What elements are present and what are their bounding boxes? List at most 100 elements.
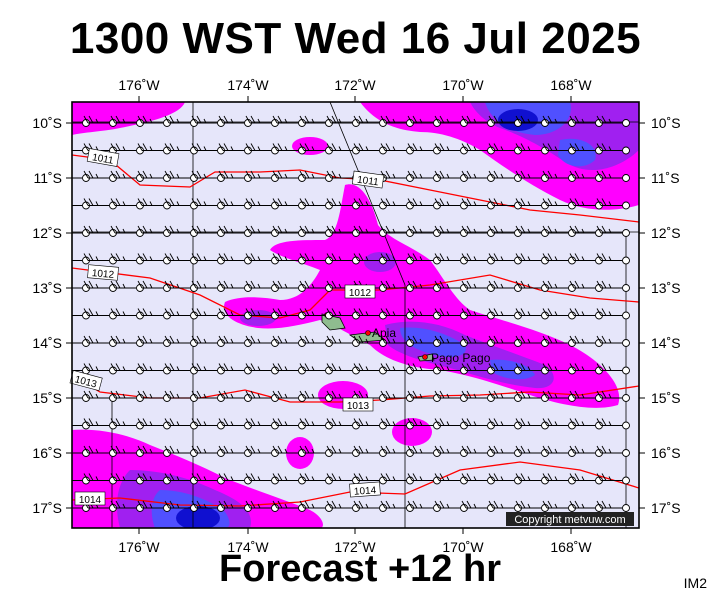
wind-barb [326, 445, 360, 457]
wind-barb [596, 418, 630, 430]
wind-barb [110, 225, 144, 237]
lon-label-bottom: 172˚W [334, 539, 376, 555]
forecast-label: Forecast +12 hr [219, 548, 501, 590]
wind-barb [596, 363, 630, 375]
lat-label-right: 14˚S [651, 335, 681, 351]
wind-barb [461, 445, 495, 457]
wind-barb [380, 143, 414, 155]
wind-barb [272, 143, 306, 155]
lat-label-left: 15˚S [32, 390, 62, 406]
wind-barb [461, 418, 495, 430]
lat-label-right: 11˚S [651, 170, 680, 186]
wind-barb [299, 225, 333, 237]
wind-barb [272, 335, 306, 347]
wind-barb [299, 445, 333, 457]
wind-barb [83, 418, 117, 430]
wind-barb [245, 143, 279, 155]
wind-barb [164, 253, 198, 265]
wind-barb [434, 280, 468, 292]
wind-barb [299, 363, 333, 375]
lat-label-left: 14˚S [32, 335, 62, 351]
wind-barb [353, 363, 387, 375]
lat-label-left: 10˚S [32, 115, 62, 131]
wind-barb [596, 253, 630, 265]
wind-barb [137, 363, 171, 375]
wind-barb [137, 115, 171, 127]
wind-barb [380, 473, 414, 485]
wind-barb [353, 445, 387, 457]
wind-barb [515, 225, 549, 237]
wind-barb [569, 363, 603, 375]
wind-barb [83, 473, 117, 485]
isobar-label-1011: 1011 [91, 152, 115, 167]
wind-barb [299, 143, 333, 155]
wind-barb [515, 170, 549, 182]
wind-barb [488, 170, 522, 182]
wind-barb [353, 335, 387, 347]
wind-barb [83, 198, 117, 210]
wind-barb [137, 253, 171, 265]
lat-label-right: 17˚S [651, 500, 681, 516]
wind-barb [407, 280, 441, 292]
wind-barb [407, 143, 441, 155]
isobar-label-1014: 1014 [354, 485, 377, 498]
date-line [329, 102, 406, 528]
wind-barb [434, 363, 468, 375]
wind-barb [596, 198, 630, 210]
wind-barb [569, 445, 603, 457]
lat-label-right: 12˚S [651, 225, 681, 241]
wind-barb [326, 418, 360, 430]
lat-label-right: 16˚S [651, 445, 681, 461]
wind-barb [542, 500, 576, 512]
wind-barb [488, 500, 522, 512]
wind-barb [488, 280, 522, 292]
rain-area-magenta [72, 102, 185, 135]
wind-barb [407, 363, 441, 375]
lon-label-bottom: 170˚W [442, 539, 484, 555]
wind-barb [542, 473, 576, 485]
wind-barb [191, 335, 225, 347]
wind-barb [569, 280, 603, 292]
wind-barb [326, 363, 360, 375]
wind-barb [542, 335, 576, 347]
wind-barb [515, 308, 549, 320]
wind-barb [191, 253, 225, 265]
wind-barb [272, 115, 306, 127]
wind-barb [542, 280, 576, 292]
panel-id: IM2 [683, 575, 707, 591]
lon-label-top: 168˚W [550, 77, 592, 93]
wind-barb [569, 500, 603, 512]
wind-barb [191, 170, 225, 182]
wind-barb [596, 335, 630, 347]
apia-marker [365, 330, 371, 336]
wind-barb [299, 500, 333, 512]
wind-barb [110, 473, 144, 485]
wind-barb [299, 335, 333, 347]
wind-barb [569, 198, 603, 210]
rain-area-blue [490, 359, 535, 380]
isobar-1011 [72, 154, 639, 223]
wind-barb [137, 170, 171, 182]
wind-barb [353, 143, 387, 155]
wind-barb [407, 473, 441, 485]
wind-barb [245, 390, 279, 402]
lat-label-right: 13˚S [651, 280, 681, 296]
wind-barb [83, 225, 117, 237]
wind-barb [596, 445, 630, 457]
wind-barb [380, 253, 414, 265]
map-axes: 176˚W 176˚W 174˚W 174˚W 172˚W 172˚W 170˚W 170˚W… [32, 77, 680, 555]
isobar-label-1012: 1012 [349, 288, 372, 299]
isobar-label-1011: 1011 [356, 175, 379, 189]
isobar-label-1013: 1013 [347, 401, 370, 412]
wind-barb [596, 308, 630, 320]
wind-barb [542, 445, 576, 457]
wind-barb [245, 445, 279, 457]
wind-barb [569, 308, 603, 320]
wind-barb [191, 500, 225, 512]
lat-label-left: 16˚S [32, 445, 62, 461]
wind-barb [596, 143, 630, 155]
wind-barb [434, 473, 468, 485]
wind-barb [137, 390, 171, 402]
wind-barb [434, 170, 468, 182]
